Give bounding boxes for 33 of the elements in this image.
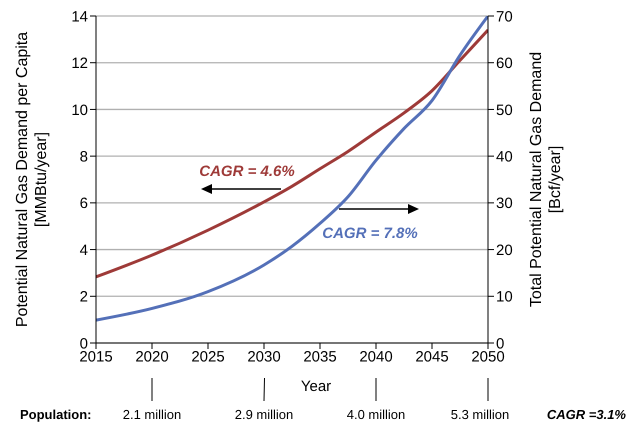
text: Population: xyxy=(20,407,92,422)
text: 4.0 million xyxy=(346,407,406,422)
y-tick-label: 10 xyxy=(71,102,88,119)
text: CAGR =3.1% xyxy=(546,407,626,422)
x-tick-label: 2040 xyxy=(359,348,393,366)
text: 5.3 million xyxy=(450,407,510,422)
x-tick-label: 2030 xyxy=(247,348,281,366)
y2-tick-label: 40 xyxy=(496,148,513,166)
line-series xyxy=(96,28,488,278)
x-tick-label: 2020 xyxy=(135,348,169,366)
y2-tick-label: 10 xyxy=(496,288,513,306)
y2-tick-label: 60 xyxy=(496,55,513,72)
y2-tick-label: 70 xyxy=(496,8,513,26)
annotation: CAGR = 4.6% xyxy=(199,163,295,180)
x-tick-label: 2025 xyxy=(191,348,225,366)
text: 2.9 million xyxy=(234,407,294,422)
annotation: CAGR = 7.8% xyxy=(322,225,418,242)
x-axis-title: Year xyxy=(300,378,332,395)
y2-axis-title: Total Potential Natural Gas Demand [Bcf/year] xyxy=(528,52,564,308)
text: 2.1 million xyxy=(122,407,182,422)
y-tick-label: 2 xyxy=(80,288,88,306)
y-tick-label: 12 xyxy=(71,55,88,72)
y-tick-label: 14 xyxy=(71,8,88,26)
y-tick-label: 8 xyxy=(80,148,88,166)
line-series xyxy=(96,16,488,322)
y-axis-title: Potential Natural Gas Demand per Capita [MMBtu/year] xyxy=(14,32,50,328)
x-tick-label: 2045 xyxy=(415,348,449,366)
y2-tick-label: 20 xyxy=(496,242,513,259)
x-tick-label: 2035 xyxy=(303,348,337,366)
y2-tick-label: 30 xyxy=(496,195,513,212)
y-tick-label: 6 xyxy=(80,195,88,212)
y-tick-label: 4 xyxy=(80,242,88,259)
y2-tick-label: 50 xyxy=(496,102,513,119)
